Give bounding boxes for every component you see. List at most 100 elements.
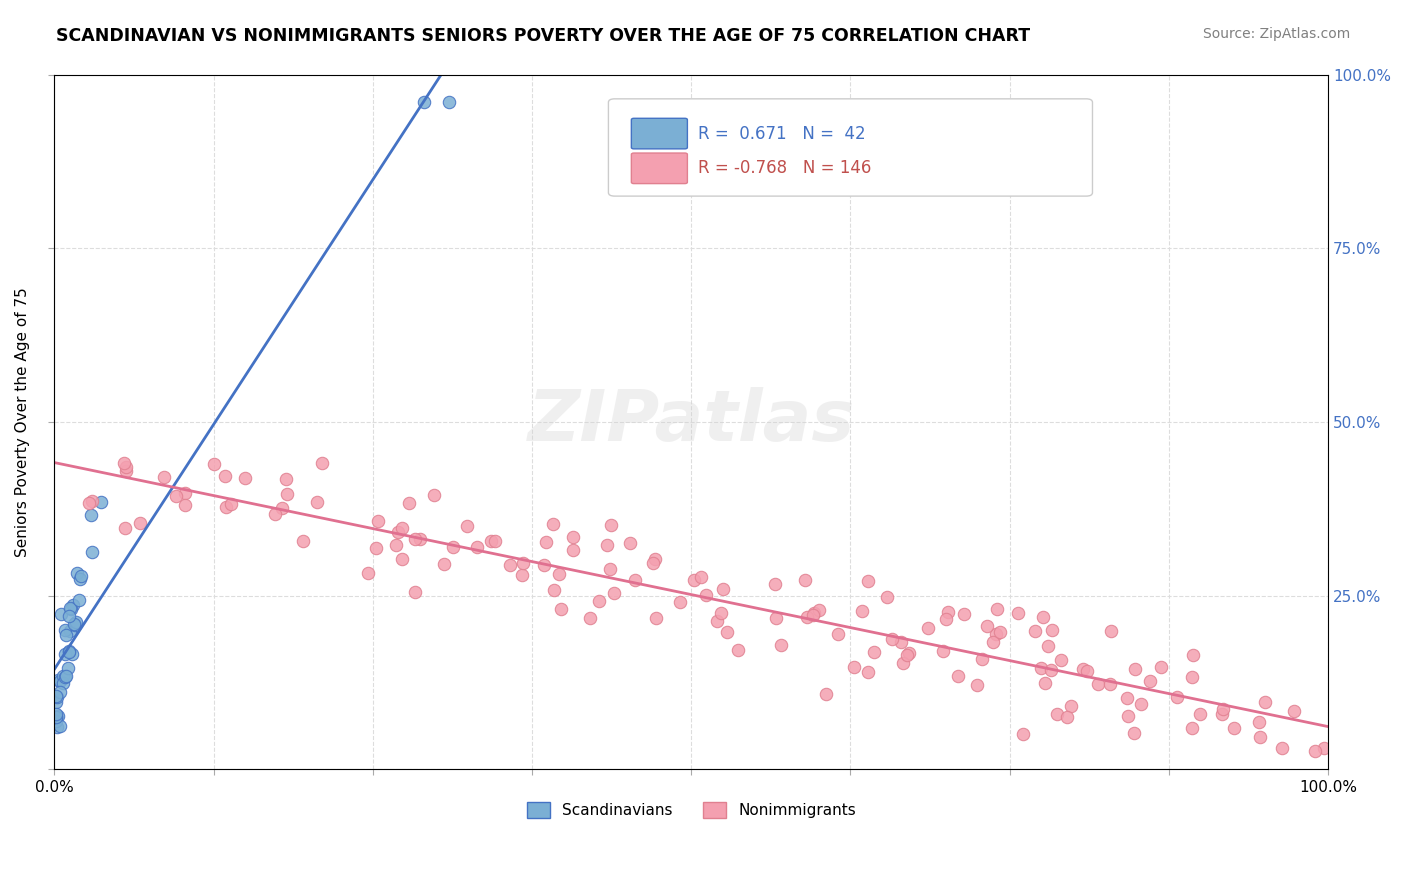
- Point: [1211, 706, 1233, 721]
- Point: [827, 626, 849, 640]
- Point: [479, 533, 502, 548]
- Point: [644, 551, 666, 566]
- Point: [58, 643, 80, 657]
- Point: [45, 706, 67, 721]
- Point: [1313, 741, 1336, 756]
- Point: [896, 648, 918, 663]
- Point: [1007, 606, 1029, 620]
- Point: [58, 661, 80, 675]
- Point: [1099, 624, 1122, 639]
- Point: [45, 690, 67, 705]
- Point: [1123, 662, 1146, 676]
- Point: [801, 607, 824, 622]
- Point: [856, 574, 879, 589]
- Point: [1031, 660, 1053, 674]
- Text: Source: ZipAtlas.com: Source: ZipAtlas.com: [1202, 27, 1350, 41]
- Point: [710, 606, 733, 620]
- Point: [80, 494, 103, 508]
- Point: [1036, 639, 1059, 653]
- Point: [65, 618, 87, 632]
- Point: [844, 660, 866, 674]
- Point: [1099, 677, 1122, 691]
- Point: [45, 714, 67, 728]
- Point: [716, 624, 738, 639]
- Point: [690, 570, 713, 584]
- Point: [1303, 744, 1326, 758]
- Point: [917, 621, 939, 635]
- Point: [499, 558, 522, 573]
- Y-axis label: Seniors Poverty Over the Age of 75: Seniors Poverty Over the Age of 75: [15, 287, 30, 557]
- Point: [60, 601, 83, 615]
- Point: [1040, 624, 1063, 638]
- Point: [815, 687, 838, 701]
- Point: [808, 603, 831, 617]
- Point: [1046, 706, 1069, 721]
- Point: [409, 532, 432, 546]
- Point: [1032, 609, 1054, 624]
- FancyBboxPatch shape: [631, 119, 688, 149]
- Point: [803, 606, 825, 620]
- Point: [935, 612, 957, 626]
- FancyBboxPatch shape: [631, 153, 688, 184]
- Point: [1212, 702, 1234, 716]
- Point: [49, 719, 72, 733]
- Point: [533, 558, 555, 573]
- Point: [112, 456, 135, 470]
- Point: [1012, 727, 1035, 741]
- Point: [391, 551, 413, 566]
- Point: [932, 644, 955, 658]
- Point: [561, 530, 583, 544]
- Point: [114, 521, 136, 535]
- Point: [970, 652, 993, 666]
- Point: [276, 472, 298, 486]
- Point: [51, 607, 73, 621]
- Point: [291, 533, 314, 548]
- Point: [52, 676, 75, 690]
- Point: [398, 496, 420, 510]
- Point: [588, 594, 610, 608]
- Point: [55, 628, 77, 642]
- Point: [706, 614, 728, 628]
- Point: [986, 602, 1008, 616]
- Point: [596, 538, 619, 552]
- Point: [60, 647, 83, 661]
- Point: [59, 624, 82, 639]
- Point: [543, 582, 565, 597]
- Point: [53, 647, 76, 661]
- Point: [1130, 698, 1153, 712]
- Point: [165, 489, 187, 503]
- Point: [550, 602, 572, 616]
- Point: [55, 669, 77, 683]
- Point: [898, 646, 921, 660]
- Text: SCANDINAVIAN VS NONIMMIGRANTS SENIORS POVERTY OVER THE AGE OF 75 CORRELATION CHA: SCANDINAVIAN VS NONIMMIGRANTS SENIORS PO…: [56, 27, 1031, 45]
- Point: [437, 95, 460, 110]
- Point: [863, 645, 886, 659]
- Point: [1076, 664, 1098, 678]
- Point: [603, 586, 626, 600]
- Point: [1223, 721, 1246, 735]
- Point: [202, 457, 225, 471]
- Point: [53, 623, 76, 637]
- Point: [114, 464, 136, 478]
- Point: [1116, 690, 1139, 705]
- Point: [1181, 670, 1204, 684]
- Point: [946, 668, 969, 682]
- Text: R = -0.768   N = 146: R = -0.768 N = 146: [697, 160, 870, 178]
- Point: [1073, 662, 1095, 676]
- Point: [1282, 704, 1305, 718]
- Point: [1189, 707, 1212, 722]
- Point: [69, 572, 91, 586]
- Point: [49, 685, 72, 699]
- Point: [58, 645, 80, 659]
- Legend: Scandinavians, Nonimmigrants: Scandinavians, Nonimmigrants: [520, 796, 862, 824]
- Point: [391, 521, 413, 535]
- Point: [129, 516, 152, 530]
- Point: [412, 95, 434, 110]
- Point: [404, 533, 426, 547]
- Point: [623, 573, 645, 587]
- Point: [53, 670, 76, 684]
- Text: R =  0.671   N =  42: R = 0.671 N = 42: [697, 125, 865, 143]
- Point: [1166, 690, 1188, 704]
- Point: [46, 673, 69, 687]
- Point: [541, 517, 564, 532]
